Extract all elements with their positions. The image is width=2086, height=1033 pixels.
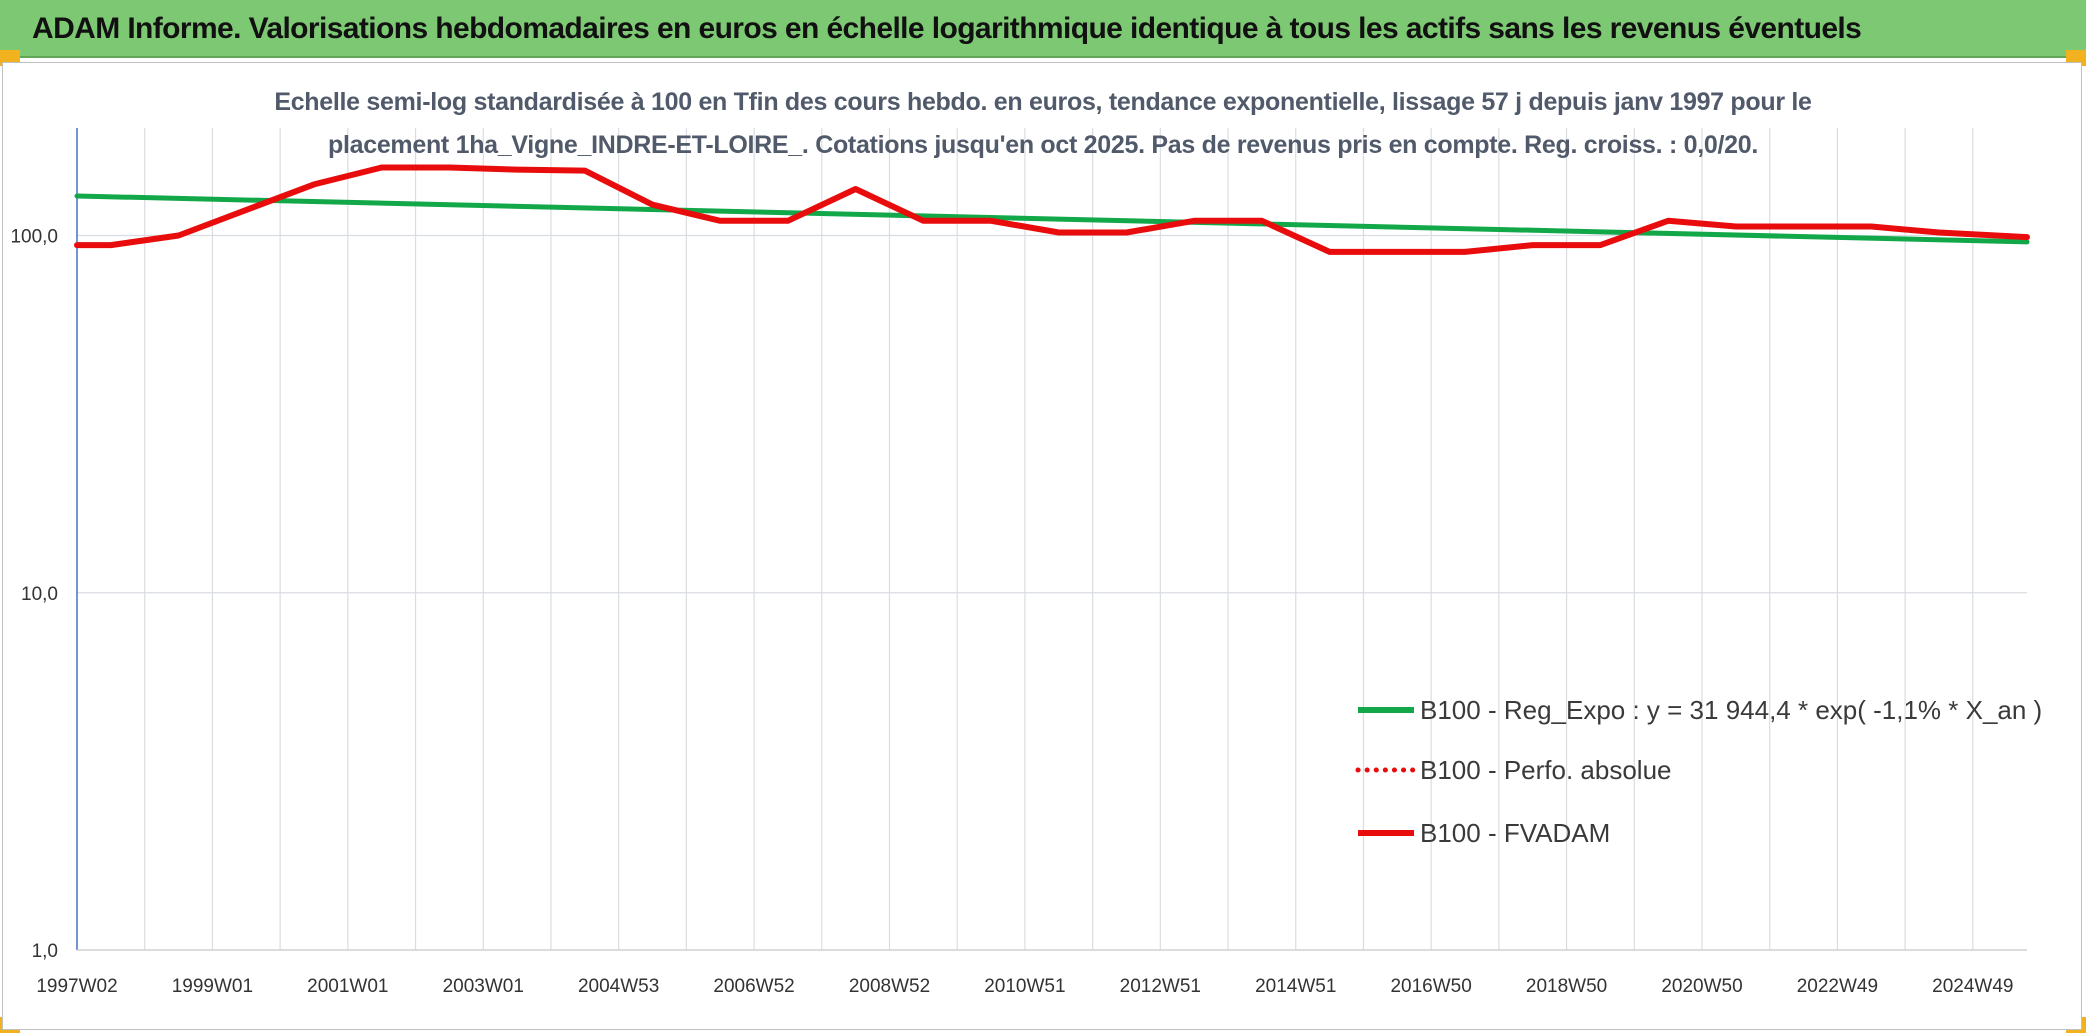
series bbox=[74, 164, 2030, 255]
legend-label: B100 - FVADAM bbox=[1420, 818, 1610, 848]
x-tick-label: 2016W50 bbox=[1390, 976, 1471, 997]
x-tick-label: 2014W51 bbox=[1255, 976, 1336, 997]
x-tick-label: 2010W51 bbox=[984, 976, 1065, 997]
x-tick-label: 2012W51 bbox=[1120, 976, 1201, 997]
x-tick-label: 2008W52 bbox=[849, 976, 930, 997]
x-tick-label: 1997W02 bbox=[36, 976, 117, 997]
chart-legend: B100 - Reg_Expo : y = 31 944,4 * exp( -1… bbox=[1355, 695, 2042, 848]
x-tick-label: 2004W53 bbox=[578, 976, 659, 997]
gridlines bbox=[77, 128, 2027, 950]
x-tick-label: 2001W01 bbox=[307, 976, 388, 997]
y-tick-label: 1,0 bbox=[32, 941, 58, 962]
axes: 1,0 10,0 100,0 1997W02 1999W01 2001W01 2003W01… bbox=[10, 128, 2027, 997]
header-bar: ADAM Informe. Valorisations hebdomadaire… bbox=[0, 0, 2086, 58]
legend-label: B100 - Reg_Expo : y = 31 944,4 * exp( -1… bbox=[1420, 695, 2042, 725]
chart-title-line-2: placement 1ha_Vigne_INDRE-ET-LOIRE_. Cot… bbox=[328, 131, 1758, 159]
page-title: ADAM Informe. Valorisations hebdomadaire… bbox=[32, 12, 1862, 45]
chart-title-line-1: Echelle semi-log standardisée à 100 en T… bbox=[274, 88, 1812, 116]
x-tick-label: 2020W50 bbox=[1661, 976, 1742, 997]
y-tick-label: 100,0 bbox=[10, 227, 58, 248]
x-tick-label: 2018W50 bbox=[1526, 976, 1607, 997]
x-tick-label: 2003W01 bbox=[443, 976, 524, 997]
x-tick-label: 1999W01 bbox=[172, 976, 253, 997]
trend-line bbox=[74, 193, 2030, 245]
x-tick-label: 2024W49 bbox=[1932, 976, 2013, 997]
legend-label: B100 - Perfo. absolue bbox=[1420, 755, 1672, 785]
fvadam-line bbox=[74, 164, 2030, 255]
chart-area bbox=[2, 62, 2082, 1030]
x-tick-label: 2006W52 bbox=[713, 976, 794, 997]
y-tick-label: 10,0 bbox=[21, 584, 58, 605]
x-tick-label: 2022W49 bbox=[1797, 976, 1878, 997]
